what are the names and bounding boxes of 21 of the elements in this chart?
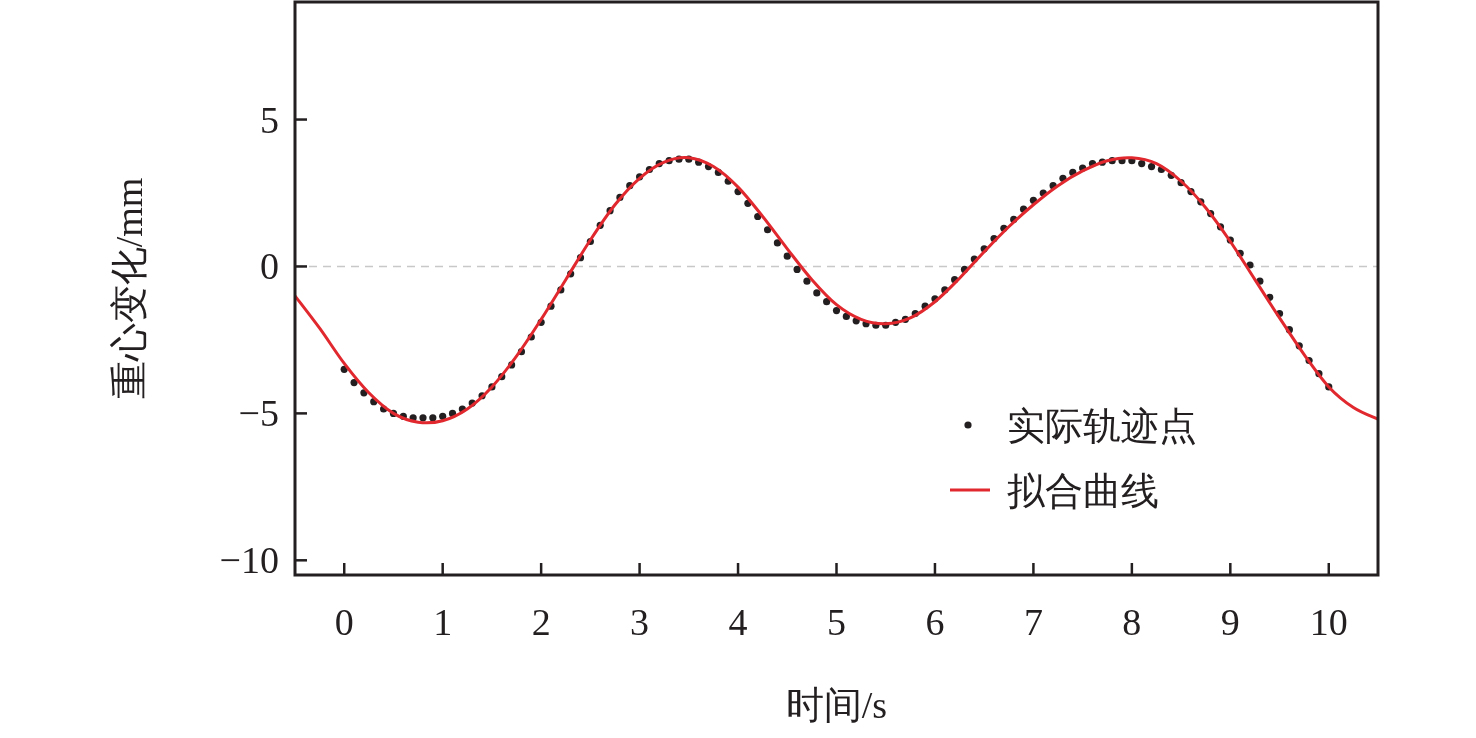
- x-tick-label: 2: [531, 601, 551, 643]
- legend-label: 实际轨迹点: [1007, 405, 1197, 447]
- y-axis-title: 重心变化/mm: [108, 177, 150, 400]
- y-tick-label: 0: [260, 245, 279, 288]
- y-tick-label: −10: [219, 539, 279, 582]
- x-tick-label: 4: [728, 601, 748, 643]
- x-tick-label: 3: [630, 601, 650, 643]
- y-tick-label: 5: [260, 98, 279, 141]
- x-tick-label: 0: [334, 601, 354, 643]
- x-tick-label: 5: [827, 601, 846, 643]
- legend-item: 拟合曲线: [950, 470, 1159, 512]
- legend-label: 拟合曲线: [1007, 470, 1159, 512]
- x-tick-label: 7: [1023, 601, 1043, 643]
- x-tick-label: 9: [1220, 601, 1240, 643]
- x-tick-label: 8: [1122, 601, 1142, 643]
- x-tick-label: 10: [1309, 601, 1348, 643]
- y-tick-label: −5: [238, 392, 279, 435]
- x-tick-label: 6: [925, 601, 945, 643]
- x-tick-label: 1: [433, 601, 453, 643]
- x-axis-title: 时间/s: [785, 684, 888, 726]
- legend-item: 实际轨迹点: [964, 405, 1197, 447]
